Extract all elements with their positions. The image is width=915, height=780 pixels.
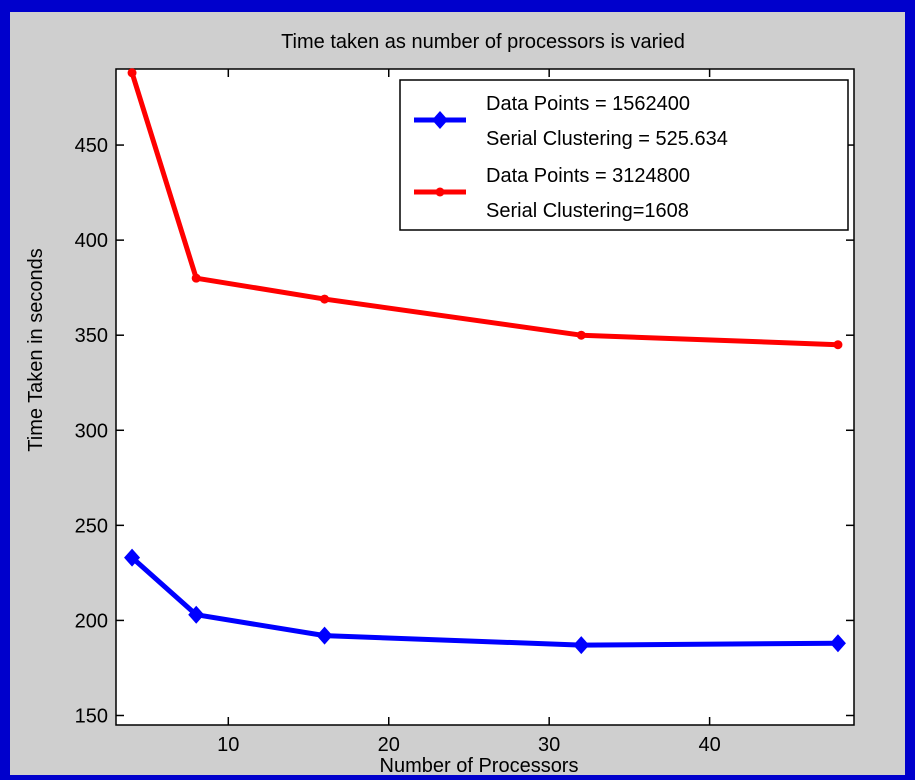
chart-svg: Time taken as number of processors is va… <box>25 31 855 777</box>
data-point <box>573 636 590 655</box>
y-tick-label: 450 <box>75 135 108 157</box>
legend-label: Serial Clustering = 525.634 <box>486 128 728 150</box>
legend-label: Serial Clustering=1608 <box>486 200 689 222</box>
x-tick-label: 10 <box>217 734 239 756</box>
axis-ticks: 10 20 30 40 150 200 250 300 350 400 450 <box>75 69 854 756</box>
legend-marker <box>432 111 448 129</box>
x-tick-label: 20 <box>378 734 400 756</box>
data-point <box>316 626 333 645</box>
x-tick-label: 30 <box>538 734 560 756</box>
chart-title: Time taken as number of processors is va… <box>281 31 685 53</box>
legend-box <box>399 79 849 231</box>
data-point <box>191 273 201 283</box>
data-point <box>833 340 843 350</box>
y-tick-label: 250 <box>75 515 108 537</box>
legend-label: Data Points = 1562400 <box>486 93 690 115</box>
x-axis-label: Number of Processors <box>380 755 579 775</box>
chart-figure: Time taken as number of processors is va… <box>10 12 905 777</box>
data-point <box>829 634 846 653</box>
y-tick-label: 200 <box>75 610 108 632</box>
legend-label: Data Points = 3124800 <box>486 165 690 187</box>
data-point <box>188 605 205 624</box>
y-tick-label: 150 <box>75 705 108 727</box>
y-tick-label: 350 <box>75 325 108 347</box>
data-point <box>576 330 586 340</box>
y-axis-label: Time Taken in seconds <box>25 248 47 451</box>
data-point <box>320 294 330 304</box>
legend: Data Points = 1562400 Serial Clustering … <box>399 79 849 231</box>
legend-marker <box>435 187 445 197</box>
y-tick-label: 300 <box>75 420 108 442</box>
data-point <box>127 68 137 78</box>
x-tick-label: 40 <box>698 734 720 756</box>
y-tick-label: 400 <box>75 230 108 252</box>
